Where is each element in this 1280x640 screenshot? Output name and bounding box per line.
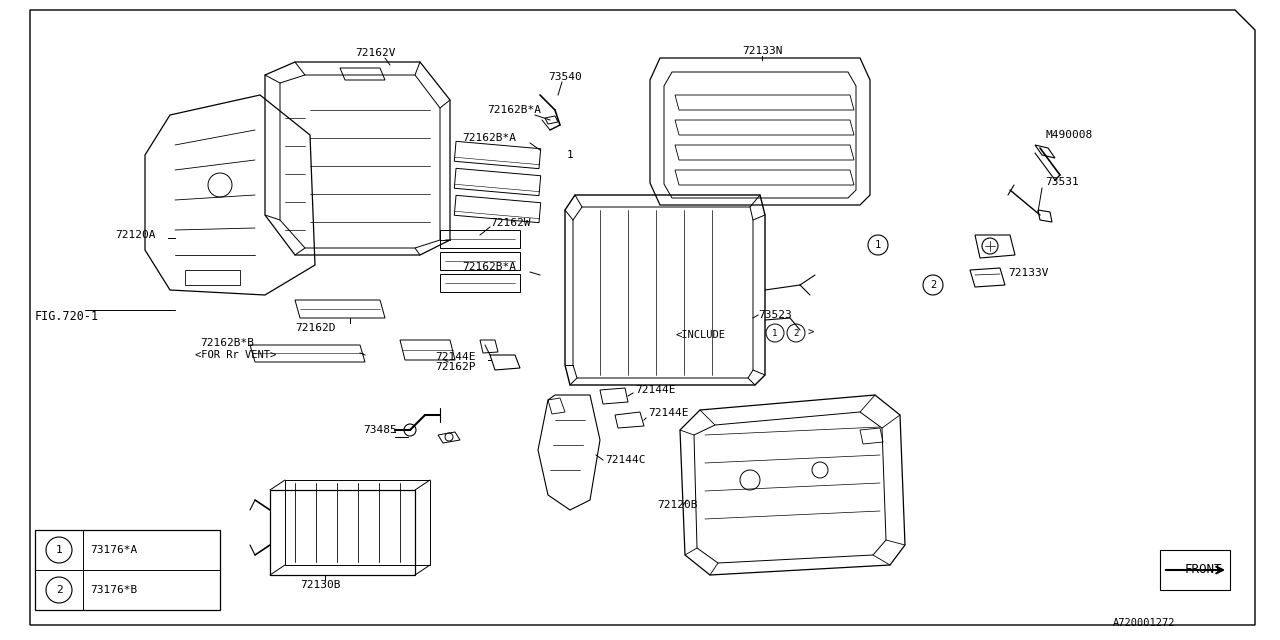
- Text: 72120A: 72120A: [115, 230, 155, 240]
- Text: 72144C: 72144C: [605, 455, 645, 465]
- Text: 1: 1: [772, 328, 778, 337]
- Text: 72144E: 72144E: [635, 385, 676, 395]
- Text: 72162B*A: 72162B*A: [486, 105, 541, 115]
- Text: 72133N: 72133N: [741, 46, 782, 56]
- Text: A720001272: A720001272: [1112, 618, 1175, 628]
- Text: 73540: 73540: [548, 72, 581, 82]
- Text: M490008: M490008: [1044, 130, 1092, 140]
- Text: 72162W: 72162W: [490, 218, 530, 228]
- Text: 72162P: 72162P: [435, 362, 475, 372]
- Text: 72144E: 72144E: [648, 408, 689, 418]
- Text: FIG.720-1: FIG.720-1: [35, 310, 99, 323]
- Text: 2: 2: [929, 280, 936, 290]
- Text: 72162V: 72162V: [355, 48, 396, 58]
- Text: 2: 2: [794, 328, 799, 337]
- Text: 72133V: 72133V: [1009, 268, 1048, 278]
- Text: 72162B*A: 72162B*A: [462, 133, 516, 143]
- Text: 72162D: 72162D: [294, 323, 335, 333]
- Text: 72162B*B: 72162B*B: [200, 338, 253, 348]
- Text: 73523: 73523: [758, 310, 792, 320]
- Text: 72162B*A: 72162B*A: [462, 262, 516, 272]
- Text: 73531: 73531: [1044, 177, 1079, 187]
- Text: 72144E: 72144E: [435, 352, 475, 362]
- Text: <FOR Rr VENT>: <FOR Rr VENT>: [195, 350, 276, 360]
- Text: 1: 1: [874, 240, 881, 250]
- Text: 73176*A: 73176*A: [90, 545, 137, 555]
- Text: 1: 1: [567, 150, 573, 160]
- Text: 73176*B: 73176*B: [90, 585, 137, 595]
- Text: 72120B: 72120B: [657, 500, 698, 510]
- Text: 1: 1: [55, 545, 63, 555]
- Text: 72130B: 72130B: [300, 580, 340, 590]
- Text: <INCLUDE: <INCLUDE: [675, 330, 724, 340]
- Text: 2: 2: [55, 585, 63, 595]
- Text: 73485: 73485: [364, 425, 397, 435]
- Text: FRONT: FRONT: [1185, 563, 1222, 576]
- Text: >: >: [806, 328, 813, 338]
